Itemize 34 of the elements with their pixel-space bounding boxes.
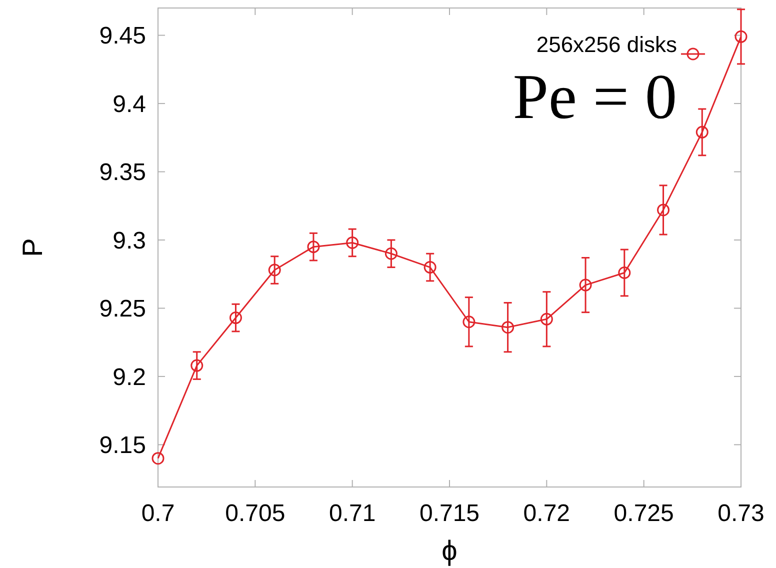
legend-label: 256x256 disks	[536, 32, 677, 57]
point	[307, 240, 320, 254]
point	[540, 312, 553, 326]
point	[657, 204, 670, 216]
y-axis-title: P	[17, 238, 48, 257]
point	[190, 359, 204, 372]
y-tick-label: 9.45	[99, 22, 146, 50]
point	[346, 236, 359, 249]
point	[384, 247, 398, 260]
y-tick-label: 9.2	[112, 364, 146, 391]
x-tick-label: 0.73	[718, 500, 764, 527]
x-axis-title: ϕ	[442, 535, 458, 566]
y-tick-label: 9.4	[112, 90, 146, 118]
x-tick-label: 0.715	[419, 500, 480, 527]
annotation: Pe = 0	[512, 61, 677, 132]
point	[734, 30, 748, 43]
y-tick-label: 9.15	[99, 432, 146, 460]
x-tick-label: 0.72	[523, 500, 570, 527]
y-tick-label: 9.35	[99, 159, 146, 186]
point	[424, 261, 436, 274]
point	[152, 452, 164, 465]
y-tick-label: 9.3	[112, 227, 146, 254]
y-tick-label: 9.25	[99, 296, 146, 323]
x-tick-label: 0.7	[141, 500, 175, 527]
point	[268, 264, 281, 276]
point	[618, 266, 631, 279]
point	[229, 312, 242, 324]
point	[462, 316, 476, 328]
point	[502, 321, 514, 334]
x-tick-label: 0.725	[614, 500, 674, 527]
point	[696, 126, 708, 138]
x-tick-label: 0.705	[225, 500, 286, 527]
point	[579, 278, 592, 292]
x-tick-label: 0.71	[328, 500, 376, 527]
